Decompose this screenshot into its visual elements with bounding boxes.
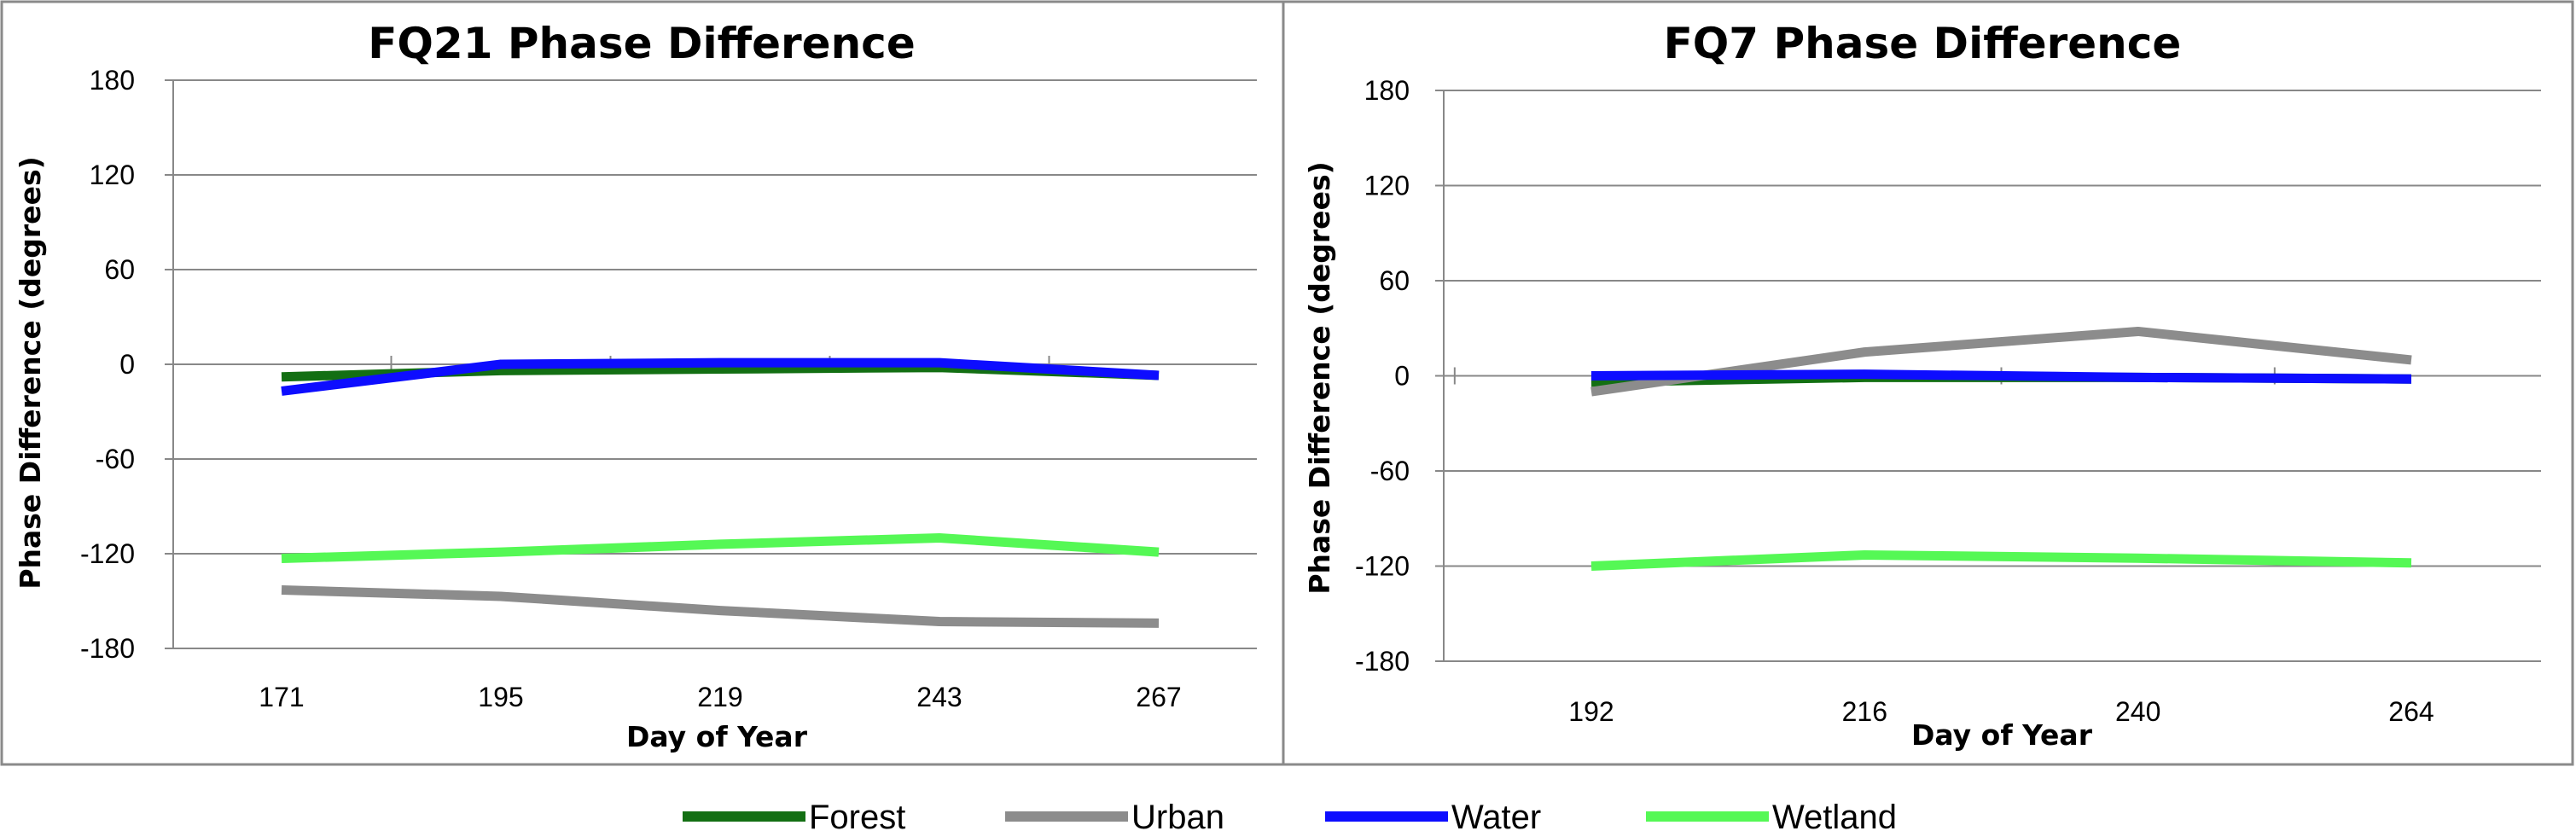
chart-fq7: FQ7 Phase Difference 180 120 60 0 -60 -120 -18… — [1303, 19, 2541, 752]
y-tick-label: -120 — [1355, 551, 1410, 582]
series-line-water — [1590, 369, 2412, 384]
y-tick-label: -60 — [1370, 456, 1410, 486]
x-tick-label: 192 — [1568, 696, 1614, 727]
legend: Forest Urban Water Wetland — [683, 799, 1897, 831]
x-tick-label: 171 — [259, 682, 304, 712]
y-tick-label: -180 — [80, 633, 135, 664]
x-tick-label: 195 — [478, 682, 523, 712]
y-tick-labels-fq7: 180 120 60 0 -60 -120 -180 — [1355, 75, 1410, 677]
panel-frame-fq7 — [1282, 0, 2574, 766]
series-line-urban — [281, 585, 1160, 628]
y-tick-label: 180 — [90, 65, 135, 96]
x-axis-title-fq21: Day of Year — [626, 720, 808, 753]
y-tick-label: 60 — [1379, 265, 1410, 296]
x-tick-label: 216 — [1842, 696, 1887, 727]
legend-label-water: Water — [1451, 799, 1541, 831]
panel-frame-fq21 — [0, 0, 1285, 766]
x-tick-label: 267 — [1136, 682, 1181, 712]
legend-label-urban: Urban — [1131, 799, 1224, 831]
y-tick-label: 120 — [90, 160, 135, 190]
x-tick-labels-fq7: 192 216 240 264 — [1568, 696, 2434, 727]
y-tick-label: 0 — [119, 349, 135, 380]
x-tick-label: 240 — [2115, 696, 2160, 727]
series-fq21 — [281, 357, 1160, 628]
y-tick-label: 0 — [1394, 361, 1410, 392]
chart-fq21: FQ21 Phase Difference 180 120 60 0 -60 -120 -1… — [14, 19, 1257, 753]
y-tick-label: -60 — [96, 444, 135, 474]
x-tick-label: 243 — [916, 682, 962, 712]
legend-label-forest: Forest — [809, 799, 905, 831]
chart-title-fq21: FQ21 Phase Difference — [368, 19, 915, 68]
series-line-wetland — [281, 533, 1160, 564]
series-line-wetland — [1590, 549, 2412, 571]
legend-label-wetland: Wetland — [1772, 799, 1897, 831]
y-tick-label: -180 — [1355, 646, 1410, 677]
y-tick-label: 180 — [1364, 75, 1410, 106]
y-tick-labels-fq21: 180 120 60 0 -60 -120 -180 — [80, 65, 135, 664]
x-tick-label: 264 — [2388, 696, 2434, 727]
y-tick-label: 60 — [104, 254, 135, 285]
series-fq7 — [1590, 326, 2412, 571]
series-line-water — [281, 357, 1160, 396]
y-tick-label: -120 — [80, 538, 135, 569]
x-tick-label: 219 — [697, 682, 742, 712]
y-axis-title-fq7: Phase Difference (degrees) — [1303, 161, 1336, 594]
x-tick-labels-fq21: 171 195 219 243 267 — [259, 682, 1181, 712]
y-axis-title-fq21: Phase Difference (degrees) — [14, 156, 47, 589]
y-tick-label: 120 — [1364, 171, 1410, 201]
x-axis-title-fq7: Day of Year — [1911, 718, 2093, 752]
chart-title-fq7: FQ7 Phase Difference — [1664, 19, 2182, 68]
